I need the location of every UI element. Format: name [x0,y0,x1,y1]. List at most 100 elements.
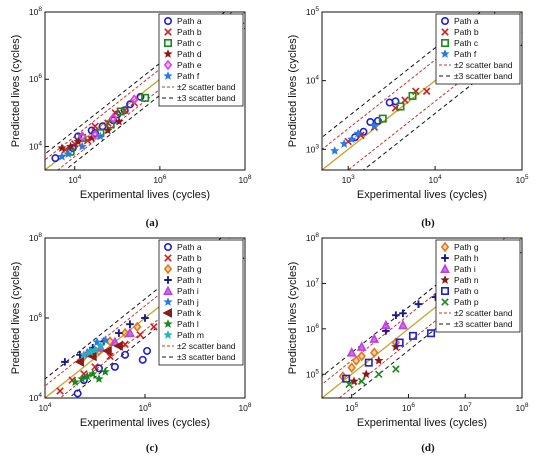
data-point [61,358,69,366]
data-point [396,102,405,111]
data-point [330,146,340,155]
data-point [395,338,404,347]
legend-marker [440,16,449,25]
x-tick-label: 107 [459,402,472,413]
band-upper-3 [45,238,222,380]
x-axis-label: Experimental lives (cycles) [357,417,487,429]
legend-band-2-label: ±2 scatter band [177,82,236,92]
legend-entry: Path c [177,38,202,48]
legend-marker [164,16,173,25]
data-point [130,94,139,105]
legend-entry: Path b [177,27,202,37]
data-point [115,329,123,337]
data-points [56,314,158,398]
x-tick-label: 104 [68,174,81,185]
x-tick-label: 104 [38,402,51,413]
data-point [88,369,98,378]
legend-box [435,239,521,333]
legend-marker [163,49,173,58]
data-point [79,350,89,359]
band-lower-3 [68,256,245,398]
legend-entry: Path e [177,60,202,70]
legend-entry: Path o [454,286,479,296]
legend-marker [163,71,173,80]
data-point [73,389,82,398]
data-point [113,341,123,351]
legend-entry: Path n [454,275,479,285]
y-tick-label: 105 [306,368,319,379]
legend-entry: Path h [454,253,479,263]
legend-entry: Path f [177,71,200,81]
data-point [100,367,110,376]
data-point [56,387,64,395]
x-tick-label: 104 [429,174,442,185]
data-point [378,114,387,123]
data-point [73,136,83,146]
data-point [349,376,359,386]
chart-panel-4: 105 106 107 108 105 106 107 108 Experimental liv… [287,232,529,454]
data-point [63,149,73,158]
data-point [82,371,92,381]
data-point [92,337,102,346]
x-axis-label: Experimental lives (cycles) [80,189,210,201]
y-tick-label: 104 [29,140,42,151]
legend-band-3-label: ±3 scatter band [454,319,513,329]
series-path-b [56,323,158,395]
data-point [114,116,124,126]
legend-entry: Path b [177,253,202,263]
legend-marker [163,319,173,328]
x-tick-label: 105 [345,402,358,413]
y-tick-label: 104 [306,75,319,86]
y-axis-label: Predicted lives (cycles) [287,262,299,374]
data-point [87,133,97,142]
band-lower-3 [362,44,522,170]
data-point [91,363,99,371]
panel-caption: (a) [146,217,159,229]
series-path-d [57,116,124,152]
legend-entry: Path f [454,49,477,59]
legend-band-3-label: ±3 scatter band [454,71,513,81]
y-tick-label: 108 [29,6,42,17]
series-path-f [330,121,379,155]
data-point [408,91,417,100]
data-point [90,129,100,141]
data-point [78,131,87,142]
legend-entry: Path h [177,275,202,285]
legend-marker [164,254,172,262]
data-point [364,358,373,367]
y-tick-label: 107 [306,277,319,288]
data-point [347,362,356,373]
x-axis-label: Experimental lives (cycles) [357,189,487,201]
legend-marker [440,263,450,273]
legend-band-3-label: ±3 scatter band [177,93,236,103]
legend-marker [163,285,173,295]
data-point [106,352,114,361]
data-point [392,311,400,319]
data-point [361,369,371,379]
legend-marker [440,38,449,47]
legend-marker [164,276,172,284]
data-point [108,112,118,124]
series-path-o [342,329,436,383]
data-point [373,116,382,125]
data-point [121,350,130,359]
legend-entry: Path g [454,242,479,252]
data-point [375,370,383,379]
legend-band-2-label: ±2 scatter band [454,308,513,318]
data-point [356,341,367,351]
panel-caption: (c) [146,442,159,454]
legend-entry: Path d [177,49,202,59]
data-point [77,374,87,383]
y-axis-label: Predicted lives (cycles) [287,35,299,147]
data-points [338,293,440,389]
x-tick-label: 106 [402,402,415,413]
data-point [398,319,408,330]
legend-marker [440,49,450,58]
band-lower-2 [338,251,522,398]
y-axis-label: Predicted lives (cycles) [10,35,22,147]
legend-band-3-label: ±3 scatter band [177,352,236,362]
data-point [136,92,145,101]
legend-entry: Path i [177,286,199,296]
